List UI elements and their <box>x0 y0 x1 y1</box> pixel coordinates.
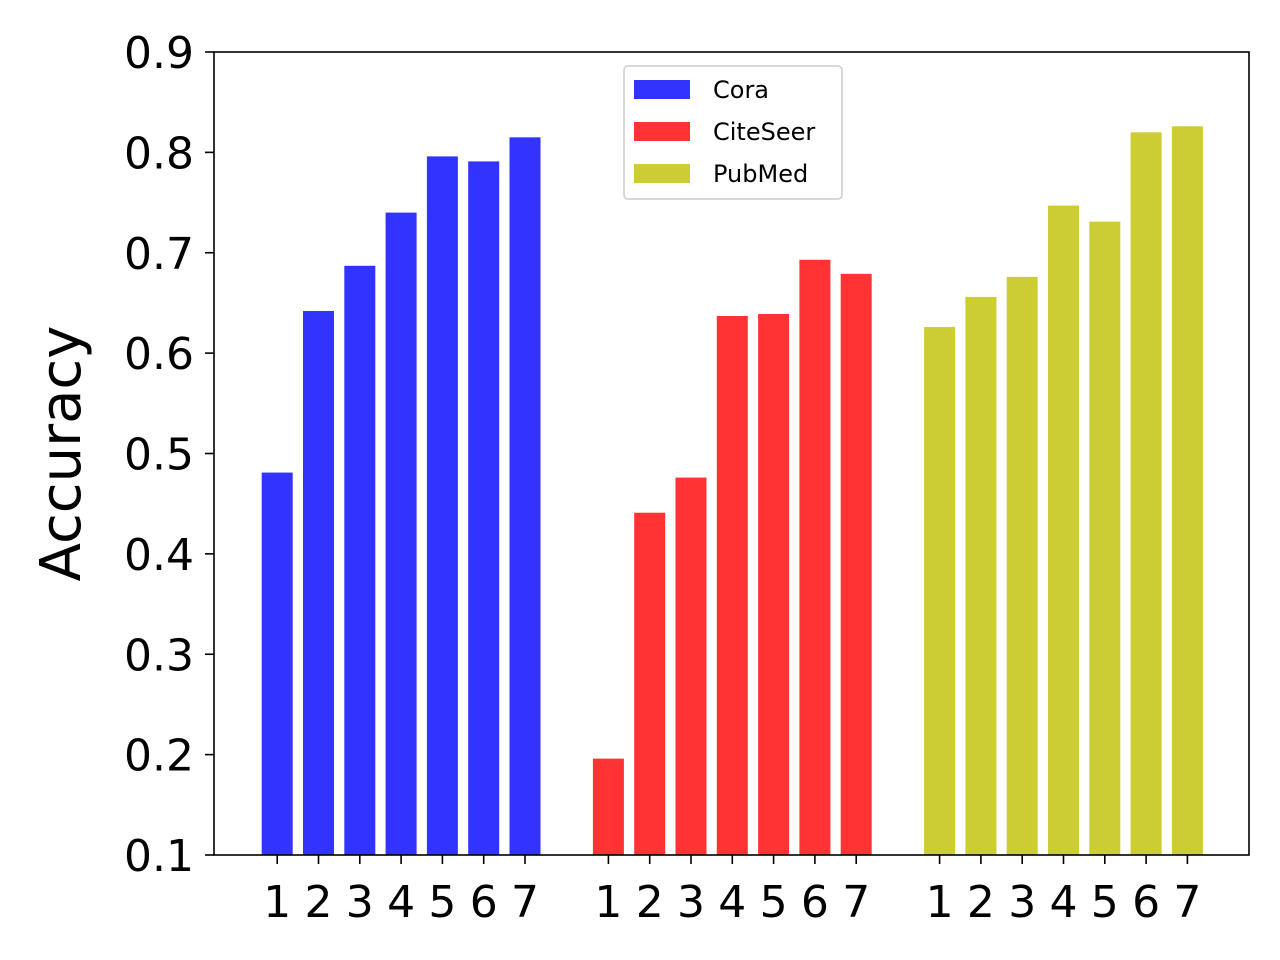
legend-label-cora: Cora <box>713 76 769 104</box>
x-tick-label: 2 <box>967 877 995 928</box>
bar-cora-1 <box>261 472 293 855</box>
bar-citeseer-2 <box>634 512 666 855</box>
x-tick-label: 1 <box>926 877 954 928</box>
y-tick-label: 0.7 <box>124 229 194 280</box>
y-axis: 0.1 0.2 0.3 0.4 0.5 0.6 0.7 0.8 0.9 <box>124 28 214 882</box>
x-tick-label: 2 <box>636 877 664 928</box>
x-tick-label: 4 <box>1050 877 1078 928</box>
bar-cora-6 <box>468 161 500 855</box>
bar-pubmed-1 <box>924 327 956 856</box>
y-axis-title: Accuracy <box>29 326 94 582</box>
legend-label-citeseer: CiteSeer <box>713 118 815 146</box>
x-tick-label: 5 <box>1091 877 1119 928</box>
x-tick-label: 2 <box>305 877 333 928</box>
x-tick-label: 3 <box>677 877 705 928</box>
bar-cora-3 <box>344 265 376 856</box>
y-tick-label: 0.6 <box>124 329 194 380</box>
bars-layer <box>261 126 1203 856</box>
y-tick-label: 0.5 <box>124 430 194 481</box>
bar-cora-2 <box>303 310 334 855</box>
x-tick-label: 5 <box>760 877 788 928</box>
bar-pubmed-7 <box>1171 126 1203 856</box>
x-tick-label: 3 <box>1008 877 1036 928</box>
bar-pubmed-6 <box>1130 132 1162 856</box>
y-tick-label: 0.4 <box>124 530 194 581</box>
bar-pubmed-2 <box>965 296 997 855</box>
x-tick-label: 1 <box>594 877 622 928</box>
x-tick-label: 6 <box>1132 877 1160 928</box>
legend: Cora CiteSeer PubMed <box>623 65 843 200</box>
y-tick-label: 0.2 <box>124 731 194 782</box>
bar-citeseer-1 <box>592 758 624 855</box>
x-tick-label: 3 <box>346 877 374 928</box>
x-tick-label: 7 <box>1173 877 1201 928</box>
x-tick-label: 1 <box>263 877 291 928</box>
bar-citeseer-7 <box>840 273 872 855</box>
y-tick-label: 0.1 <box>124 831 194 882</box>
x-tick-label: 7 <box>511 877 539 928</box>
y-tick-label: 0.9 <box>124 28 194 79</box>
y-tick-label: 0.8 <box>124 128 194 179</box>
legend-swatch-cora <box>634 80 690 99</box>
x-tick-label: 6 <box>470 877 498 928</box>
bar-cora-5 <box>426 156 458 855</box>
bar-pubmed-5 <box>1089 221 1121 856</box>
bar-cora-4 <box>385 212 417 856</box>
x-tick-label: 4 <box>718 877 746 928</box>
bar-citeseer-4 <box>716 315 748 856</box>
legend-label-pubmed: PubMed <box>713 160 808 188</box>
bar-pubmed-3 <box>1006 276 1038 856</box>
x-tick-label: 4 <box>387 877 415 928</box>
x-tick-label: 7 <box>842 877 870 928</box>
y-tick-label: 0.3 <box>124 630 194 681</box>
legend-swatch-pubmed <box>634 164 690 183</box>
legend-swatch-citeseer <box>634 122 690 141</box>
bar-citeseer-6 <box>799 259 831 855</box>
bar-citeseer-5 <box>758 313 790 855</box>
bar-cora-7 <box>509 137 541 856</box>
bar-citeseer-3 <box>675 477 707 855</box>
bar-pubmed-4 <box>1048 205 1079 856</box>
x-tick-label: 5 <box>428 877 456 928</box>
x-tick-label: 6 <box>801 877 829 928</box>
